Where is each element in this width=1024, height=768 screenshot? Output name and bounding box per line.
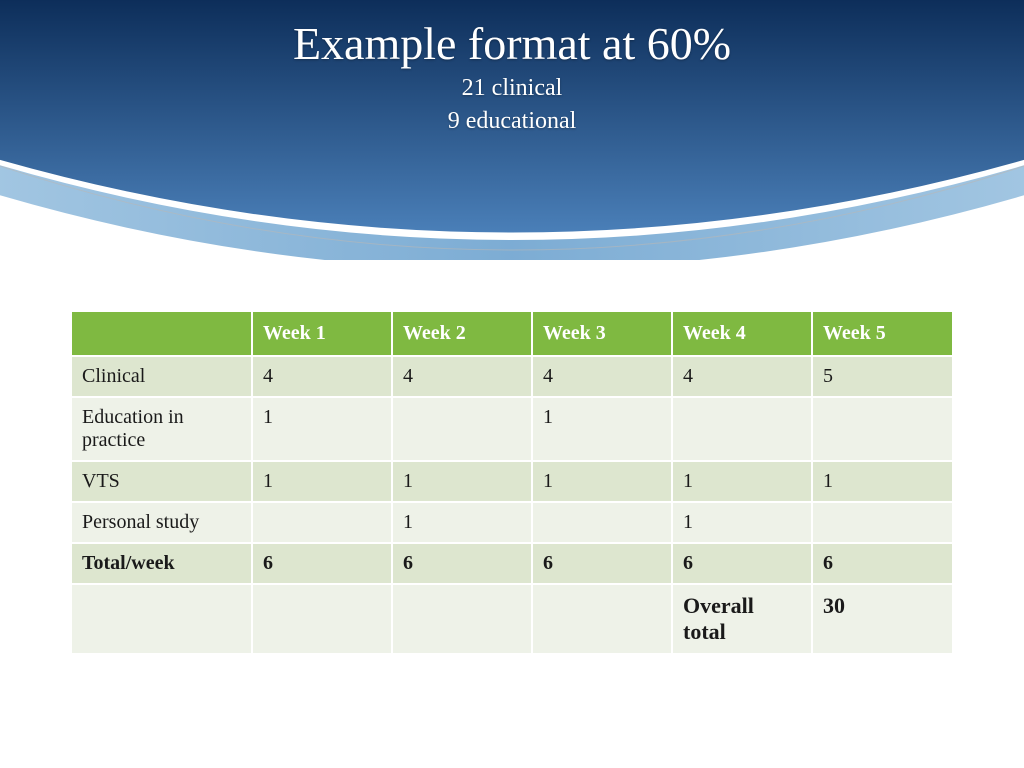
cell: 5 [812, 356, 952, 397]
cell: 1 [392, 461, 532, 502]
col-header: Week 3 [532, 312, 672, 356]
cell [532, 584, 672, 654]
cell [72, 584, 252, 654]
cell [672, 397, 812, 461]
cell [392, 584, 532, 654]
cell: 1 [812, 461, 952, 502]
cell: 6 [532, 543, 672, 584]
col-header: Week 2 [392, 312, 532, 356]
row-label: Total/week [72, 543, 252, 584]
row-label: VTS [72, 461, 252, 502]
schedule-table-container: Week 1 Week 2 Week 3 Week 4 Week 5 Clini… [72, 312, 952, 655]
col-header [72, 312, 252, 356]
slide-subtitle-1: 21 clinical [0, 73, 1024, 104]
cell: 1 [252, 461, 392, 502]
schedule-table: Week 1 Week 2 Week 3 Week 4 Week 5 Clini… [72, 312, 952, 655]
table-row: Personal study 1 1 [72, 502, 952, 543]
title-block: Example format at 60% 21 clinical 9 educ… [0, 18, 1024, 137]
table-header-row: Week 1 Week 2 Week 3 Week 4 Week 5 [72, 312, 952, 356]
table-row: VTS 1 1 1 1 1 [72, 461, 952, 502]
slide-title: Example format at 60% [0, 18, 1024, 71]
table-row-overall: Overall total 30 [72, 584, 952, 654]
cell [812, 397, 952, 461]
col-header: Week 1 [252, 312, 392, 356]
cell: 1 [252, 397, 392, 461]
cell: 4 [532, 356, 672, 397]
cell [812, 502, 952, 543]
row-label: Education in practice [72, 397, 252, 461]
cell [392, 397, 532, 461]
cell: 4 [252, 356, 392, 397]
table-row: Clinical 4 4 4 4 5 [72, 356, 952, 397]
cell [252, 502, 392, 543]
table-row-total: Total/week 6 6 6 6 6 [72, 543, 952, 584]
table-row: Education in practice 1 1 [72, 397, 952, 461]
cell: 6 [812, 543, 952, 584]
cell: 4 [392, 356, 532, 397]
row-label: Clinical [72, 356, 252, 397]
col-header: Week 4 [672, 312, 812, 356]
cell: 6 [392, 543, 532, 584]
cell: 1 [672, 502, 812, 543]
col-header: Week 5 [812, 312, 952, 356]
cell: 1 [532, 461, 672, 502]
cell: 6 [672, 543, 812, 584]
slide: Example format at 60% 21 clinical 9 educ… [0, 0, 1024, 768]
cell [532, 502, 672, 543]
cell: 1 [392, 502, 532, 543]
cell: 1 [672, 461, 812, 502]
overall-label: Overall total [672, 584, 812, 654]
overall-value: 30 [812, 584, 952, 654]
cell: 1 [532, 397, 672, 461]
row-label: Personal study [72, 502, 252, 543]
cell: 4 [672, 356, 812, 397]
cell [252, 584, 392, 654]
slide-subtitle-2: 9 educational [0, 106, 1024, 137]
cell: 6 [252, 543, 392, 584]
